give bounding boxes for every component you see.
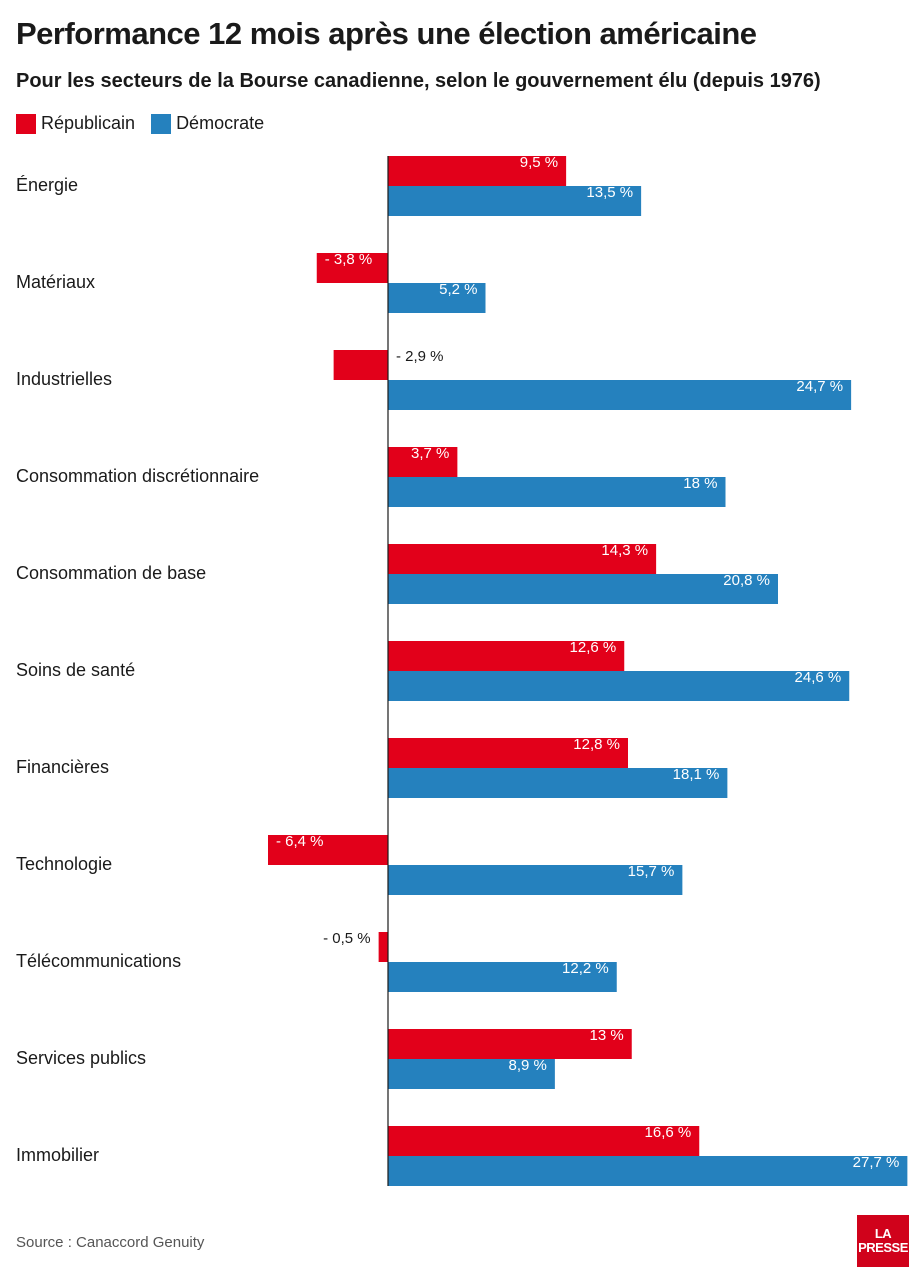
democrat-bar [388, 574, 778, 604]
data-label: 15,7 % [628, 863, 675, 880]
legend-item-democrat: Démocrate [151, 113, 264, 134]
category-label: Consommation de base [16, 563, 206, 583]
category-label: Technologie [16, 854, 112, 874]
data-label: 24,7 % [796, 378, 843, 395]
data-label: 16,6 % [645, 1124, 692, 1141]
republican-bar [316, 253, 388, 283]
data-label: 18 % [683, 475, 717, 492]
democrat-bar [388, 477, 726, 507]
republican-bar [388, 1029, 632, 1059]
republican-bar [333, 350, 388, 380]
legend-label-democrat: Démocrate [176, 113, 265, 133]
democrat-bar [388, 865, 683, 895]
data-label: 18,1 % [673, 766, 720, 783]
category-label: Télécommunications [16, 951, 181, 971]
data-label: 3,7 % [411, 445, 449, 462]
data-label: - 6,4 % [276, 833, 324, 850]
republican-bar [388, 544, 657, 574]
republican-bar [388, 447, 458, 477]
democrat-bar [388, 380, 852, 410]
democrat-bar [388, 962, 617, 992]
data-label: 20,8 % [723, 572, 770, 589]
category-label: Soins de santé [16, 660, 135, 680]
source-note: Source : Canaccord Genuity [16, 1234, 205, 1251]
republican-bar [388, 738, 628, 768]
republican-bar [388, 1126, 700, 1156]
data-label: 12,6 % [570, 639, 617, 656]
category-label: Services publics [16, 1048, 146, 1068]
democrat-bar [388, 768, 728, 798]
data-label: 13,5 % [586, 184, 633, 201]
data-label: - 0,5 % [323, 930, 371, 947]
bar-chart: Énergie 9,5 % 13,5 % Matériaux - 3,8 % 5,2 % I… [16, 154, 908, 1186]
chart-subtitle: Pour les secteurs de la Bourse canadienn… [16, 70, 821, 92]
democrat-bar [388, 1059, 555, 1089]
data-label: 12,8 % [573, 736, 620, 753]
data-label: 24,6 % [795, 669, 842, 686]
legend-label-republican: Républicain [41, 113, 136, 133]
la-presse-logo: LA PRESSE [857, 1215, 909, 1267]
legend: Républicain Démocrate [16, 113, 280, 134]
category-label: Industrielles [16, 369, 112, 389]
data-label: 5,2 % [439, 281, 477, 298]
data-label: 12,2 % [562, 960, 609, 977]
category-label: Consommation discrétionnaire [16, 466, 259, 486]
data-label: 27,7 % [853, 1154, 900, 1171]
category-label: Énergie [16, 175, 78, 195]
republican-bar [388, 156, 567, 186]
republican-bar [378, 932, 388, 962]
data-label: 9,5 % [520, 154, 558, 171]
category-label: Immobilier [16, 1145, 99, 1165]
democrat-bar [388, 1156, 908, 1186]
democrat-bar [388, 283, 486, 313]
republican-bar [268, 835, 388, 865]
category-label: Matériaux [16, 272, 95, 292]
category-label: Financières [16, 757, 109, 777]
data-label: 8,9 % [509, 1057, 547, 1074]
data-label: - 3,8 % [325, 251, 373, 268]
data-label: 14,3 % [601, 542, 648, 559]
legend-swatch-democrat [151, 113, 172, 134]
chart-title: Performance 12 mois après une élection a… [16, 16, 757, 51]
legend-item-republican: Républicain [16, 113, 135, 134]
data-label: 13 % [590, 1027, 624, 1044]
democrat-bar [388, 671, 850, 701]
republican-bar [388, 641, 625, 671]
data-label: - 2,9 % [396, 348, 444, 365]
democrat-bar [388, 186, 642, 216]
legend-swatch-republican [16, 113, 36, 134]
